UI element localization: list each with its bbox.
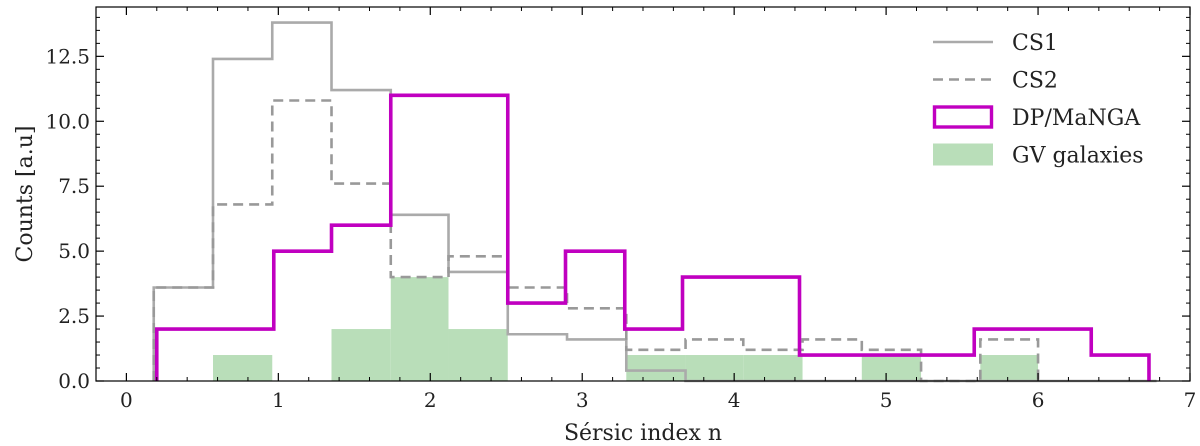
- legend-label-gv-galaxies: GV galaxies: [1012, 144, 1144, 169]
- x-tick-label: 6: [1032, 388, 1045, 412]
- gv-bar: [331, 329, 391, 381]
- y-tick-labels: 0.0 2.5 5.0 7.5 10.0 12.5: [45, 44, 90, 393]
- x-axis-label: Sérsic index n: [564, 421, 722, 446]
- legend-label-cs1: CS1: [1012, 31, 1058, 56]
- gv-bar: [390, 277, 449, 381]
- gv-bar: [743, 355, 803, 381]
- gv-bar: [448, 329, 508, 381]
- plot-frame: [95, 6, 1191, 382]
- y-tick-label: 7.5: [58, 174, 90, 198]
- x-tick-label: 4: [728, 388, 741, 412]
- gv-bar: [212, 355, 273, 381]
- gv-bar: [980, 355, 1039, 381]
- x-tick-label: 7: [1184, 388, 1197, 412]
- y-tick-label: 0.0: [58, 369, 90, 393]
- x-tick-label: 2: [424, 388, 437, 412]
- x-tick-label: 5: [880, 388, 893, 412]
- legend-label-dp-manga: DP/MaNGA: [1012, 106, 1141, 131]
- y-tick-label: 2.5: [58, 304, 90, 328]
- x-tick-labels: 0 1 2 3 4 5 6 7: [120, 388, 1196, 412]
- plot-area: [95, 6, 1191, 383]
- series-dp-manga-line: [154, 93, 1151, 381]
- axis-ticks: [95, 7, 1191, 382]
- gv-bar: [626, 355, 686, 381]
- x-tick-label: 1: [272, 388, 285, 412]
- step-series: [152, 21, 1157, 383]
- x-tick-label: 0: [120, 388, 133, 412]
- x-tick-label: 3: [576, 388, 589, 412]
- gv-bar: [861, 355, 922, 381]
- legend-label-cs2: CS2: [1012, 69, 1058, 94]
- legend-swatch-dp-manga: [932, 105, 994, 129]
- series-cs1-line: [152, 21, 1157, 383]
- legend-swatch-gv-galaxies: [933, 143, 993, 166]
- gv-galaxies-bars: [212, 277, 1039, 381]
- series-cs2-line: [152, 99, 1040, 383]
- y-tick-label: 5.0: [58, 239, 90, 263]
- y-axis-label: Counts [a.u]: [13, 126, 38, 263]
- y-tick-label: 10.0: [45, 109, 90, 133]
- y-tick-label: 12.5: [45, 44, 90, 68]
- legend: CS1 CS2 DP/MaNGA GV galaxies: [932, 31, 1144, 169]
